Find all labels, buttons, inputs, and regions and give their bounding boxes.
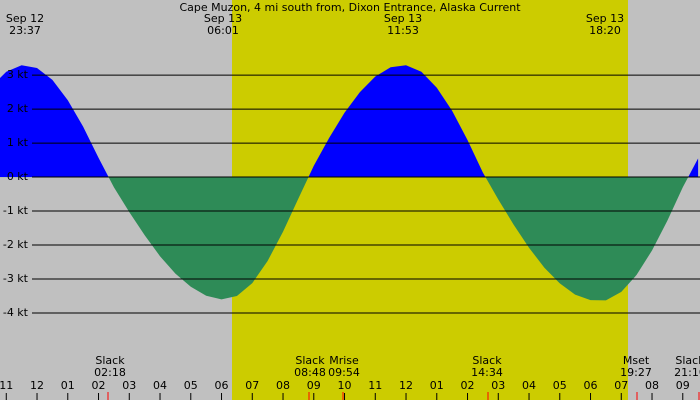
- x-tick-label: 05: [184, 379, 198, 392]
- y-tick-label: 1 kt: [7, 136, 29, 149]
- event-time: 02:18: [94, 366, 126, 379]
- plot: [0, 65, 699, 301]
- x-tick-label: 10: [338, 379, 352, 392]
- flood-area: [0, 65, 699, 177]
- event-name: Slack: [295, 354, 325, 367]
- x-tick-label: 07: [245, 379, 259, 392]
- x-tick-label: 04: [522, 379, 536, 392]
- y-tick-label: 3 kt: [7, 68, 29, 81]
- event-time: 11:53: [387, 24, 419, 37]
- x-tick-label: 01: [61, 379, 75, 392]
- event-time: 09:54: [328, 366, 360, 379]
- x-tick-label: 04: [153, 379, 167, 392]
- y-tick-label: 0 kt: [7, 170, 29, 183]
- y-tick-label: -1 kt: [3, 204, 29, 217]
- x-tick-label: 09: [307, 379, 321, 392]
- x-tick-label: 11: [0, 379, 13, 392]
- event-time: 21:10: [674, 366, 700, 379]
- x-tick-label: 09: [676, 379, 690, 392]
- y-tick-label: -4 kt: [3, 306, 29, 319]
- event-date: Sep 13: [586, 12, 624, 25]
- y-tick-label: 2 kt: [7, 102, 29, 115]
- event-name: Slack: [675, 354, 700, 367]
- event-time: 06:01: [207, 24, 239, 37]
- event-time: 19:27: [620, 366, 652, 379]
- event-time: 23:37: [9, 24, 41, 37]
- event-name: Slack: [95, 354, 125, 367]
- x-tick-label: 03: [122, 379, 136, 392]
- x-tick-label: 12: [30, 379, 44, 392]
- event-name: Mrise: [329, 354, 359, 367]
- x-tick-label: 03: [491, 379, 505, 392]
- event-name: Mset: [623, 354, 650, 367]
- y-tick-label: -2 kt: [3, 238, 29, 251]
- x-tick-label: 12: [399, 379, 413, 392]
- x-tick-label: 07: [614, 379, 628, 392]
- x-tick-label: 02: [461, 379, 475, 392]
- x-tick-label: 08: [276, 379, 290, 392]
- x-tick-label: 06: [215, 379, 229, 392]
- y-tick-label: -3 kt: [3, 272, 29, 285]
- event-date: Sep 13: [384, 12, 422, 25]
- x-tick-label: 02: [92, 379, 106, 392]
- event-time: 08:48: [294, 366, 326, 379]
- event-name: Slack: [472, 354, 502, 367]
- x-tick-label: 05: [553, 379, 567, 392]
- x-tick-label: 06: [584, 379, 598, 392]
- x-tick-label: 01: [430, 379, 444, 392]
- x-tick-label: 08: [645, 379, 659, 392]
- event-time: 14:34: [471, 366, 503, 379]
- event-date: Sep 12: [6, 12, 44, 25]
- event-time: 18:20: [589, 24, 621, 37]
- event-date: Sep 13: [204, 12, 242, 25]
- x-tick-label: 11: [368, 379, 382, 392]
- ebb-area: [0, 177, 699, 301]
- chart-title: Cape Muzon, 4 mi south from, Dixon Entra…: [179, 1, 521, 14]
